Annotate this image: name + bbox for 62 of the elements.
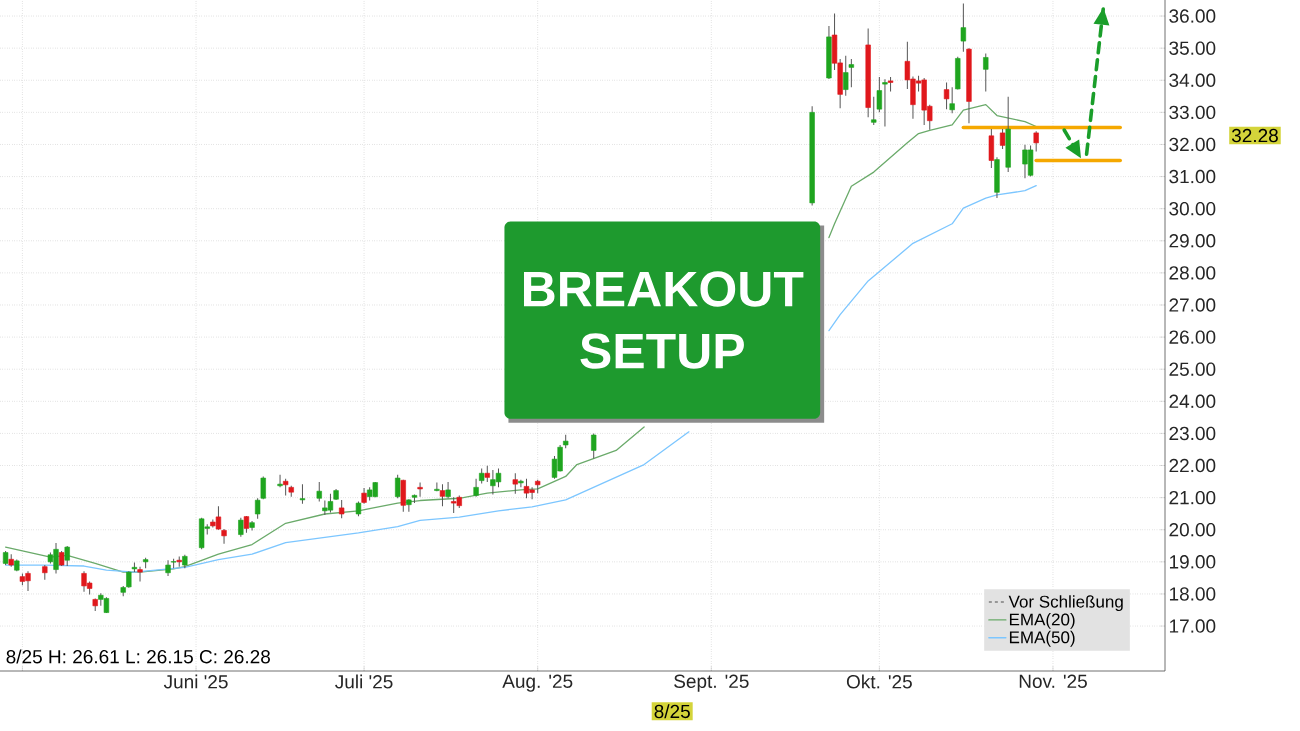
y-tick-label: 22.00 [1169,458,1216,473]
y-tick-label: 20.00 [1169,523,1216,537]
candlestick [983,53,989,92]
candlestick [999,128,1006,150]
candlestick [512,472,518,495]
candlestick [299,483,306,505]
candlestick [176,555,182,568]
candlestick [949,86,955,114]
text: 8/25 [654,704,690,719]
candlestick [943,82,950,110]
candlestick [843,55,849,97]
candlestick [848,58,854,88]
legend-label: EMA(50) [1009,630,1075,647]
y-tick-label: 36.00 [1169,9,1216,23]
y-tick-label: 18.00 [1169,587,1216,601]
candlestick [434,482,440,492]
candlestick [960,3,967,53]
x-tick-label: Juni '25 [163,674,228,689]
candlestick [445,481,451,499]
candlestick [473,478,479,498]
candlestick [238,517,244,538]
y-tick-label: 30.00 [1169,201,1216,216]
x-tick-label: Aug. '25 [502,674,573,692]
y-tick-label: 19.00 [1169,555,1216,569]
candlestick [221,528,227,545]
annotation: Vor Schließung [1008,595,1123,612]
y-tick-label: 29.00 [1169,234,1216,248]
y-tick-label: 32.00 [1169,137,1216,152]
candlestick [339,499,345,519]
candlestick [417,482,423,498]
candlestick [1033,130,1039,153]
candlestick [882,78,888,127]
legend-label: EMA(20) [1009,613,1075,629]
text: BREAKOUT SETUP [523,271,804,369]
y-tick-label: 27.00 [1169,298,1216,312]
y-tick-label: 28.00 [1169,266,1216,280]
y-tick-label: 24.00 [1169,394,1216,409]
y-tick-label: 34.00 [1169,73,1216,87]
x-tick-label: Juli '25 [335,674,393,689]
candlestick [277,474,283,488]
y-tick-label: 26.00 [1169,330,1216,344]
annotation: 8/25 H: 26.61 L: 26.15 C: 26.28 [6,649,270,664]
y-tick-label: 25.00 [1169,362,1216,376]
x-tick-label: Nov. '25 [1019,674,1087,688]
y-tick-label: 31.00 [1169,169,1216,184]
candlestick [871,96,877,126]
y-tick-label: 33.00 [1169,105,1216,120]
candlestick [64,545,70,567]
y-tick-label: 17.00 [1169,619,1216,633]
x-tick-label: Sept. '25 [674,674,749,692]
x-tick-label: Okt. '25 [846,674,912,689]
candlestick [395,474,401,499]
candlestick [518,479,524,488]
text: 32.28 [1231,128,1278,143]
y-tick-label: 35.00 [1169,41,1216,55]
candlestick [137,566,143,582]
y-tick-label: 21.00 [1169,490,1216,505]
candlestick [316,481,322,502]
candlestick [876,76,883,113]
candlestick [439,483,446,507]
y-tick-label: 23.00 [1169,426,1216,441]
candlestick [591,432,597,459]
